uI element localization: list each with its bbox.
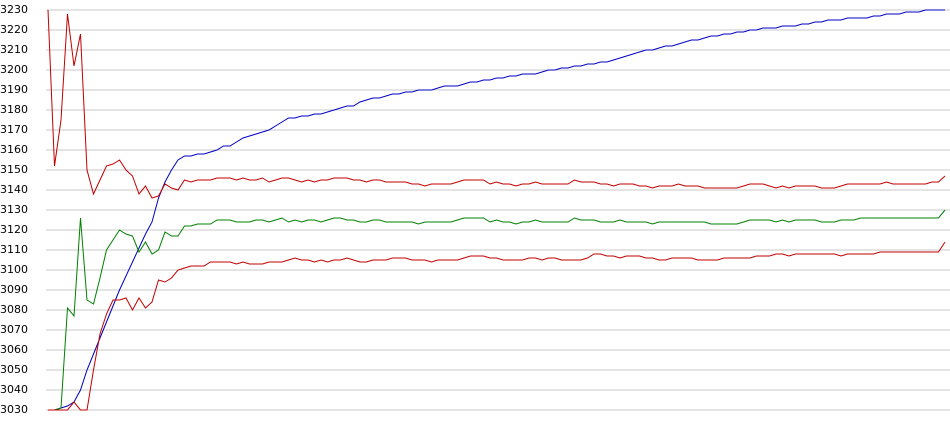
y-tick-label: 3170 xyxy=(0,123,28,136)
y-tick-label: 3070 xyxy=(0,323,28,336)
y-tick-label: 3060 xyxy=(0,343,28,356)
y-tick-label: 3160 xyxy=(0,143,28,156)
y-tick-label: 3050 xyxy=(0,363,28,376)
y-tick-label: 3100 xyxy=(0,263,28,276)
y-tick-label: 3220 xyxy=(0,23,28,36)
y-tick-label: 3030 xyxy=(0,403,28,416)
y-tick-label: 3180 xyxy=(0,103,28,116)
series-line xyxy=(47,9,946,199)
y-tick-label: 3080 xyxy=(0,303,28,316)
y-tick-label: 3040 xyxy=(0,383,28,396)
y-tick-label: 3200 xyxy=(0,63,28,76)
y-tick-label: 3110 xyxy=(0,243,28,256)
y-tick-label: 3090 xyxy=(0,283,28,296)
series-line xyxy=(48,9,945,411)
y-tick-label: 3230 xyxy=(0,3,28,16)
y-tick-label: 3130 xyxy=(0,203,28,216)
y-tick-label: 3140 xyxy=(0,183,28,196)
y-tick-label: 3150 xyxy=(0,163,28,176)
y-tick-label: 3210 xyxy=(0,43,28,56)
y-tick-label: 3190 xyxy=(0,83,28,96)
series-line xyxy=(48,241,946,411)
y-tick-label: 3120 xyxy=(0,223,28,236)
series-line xyxy=(48,209,946,411)
